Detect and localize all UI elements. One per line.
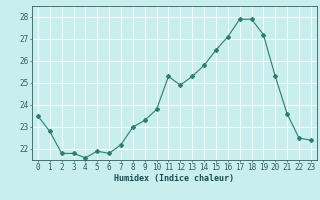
X-axis label: Humidex (Indice chaleur): Humidex (Indice chaleur) bbox=[115, 174, 234, 183]
